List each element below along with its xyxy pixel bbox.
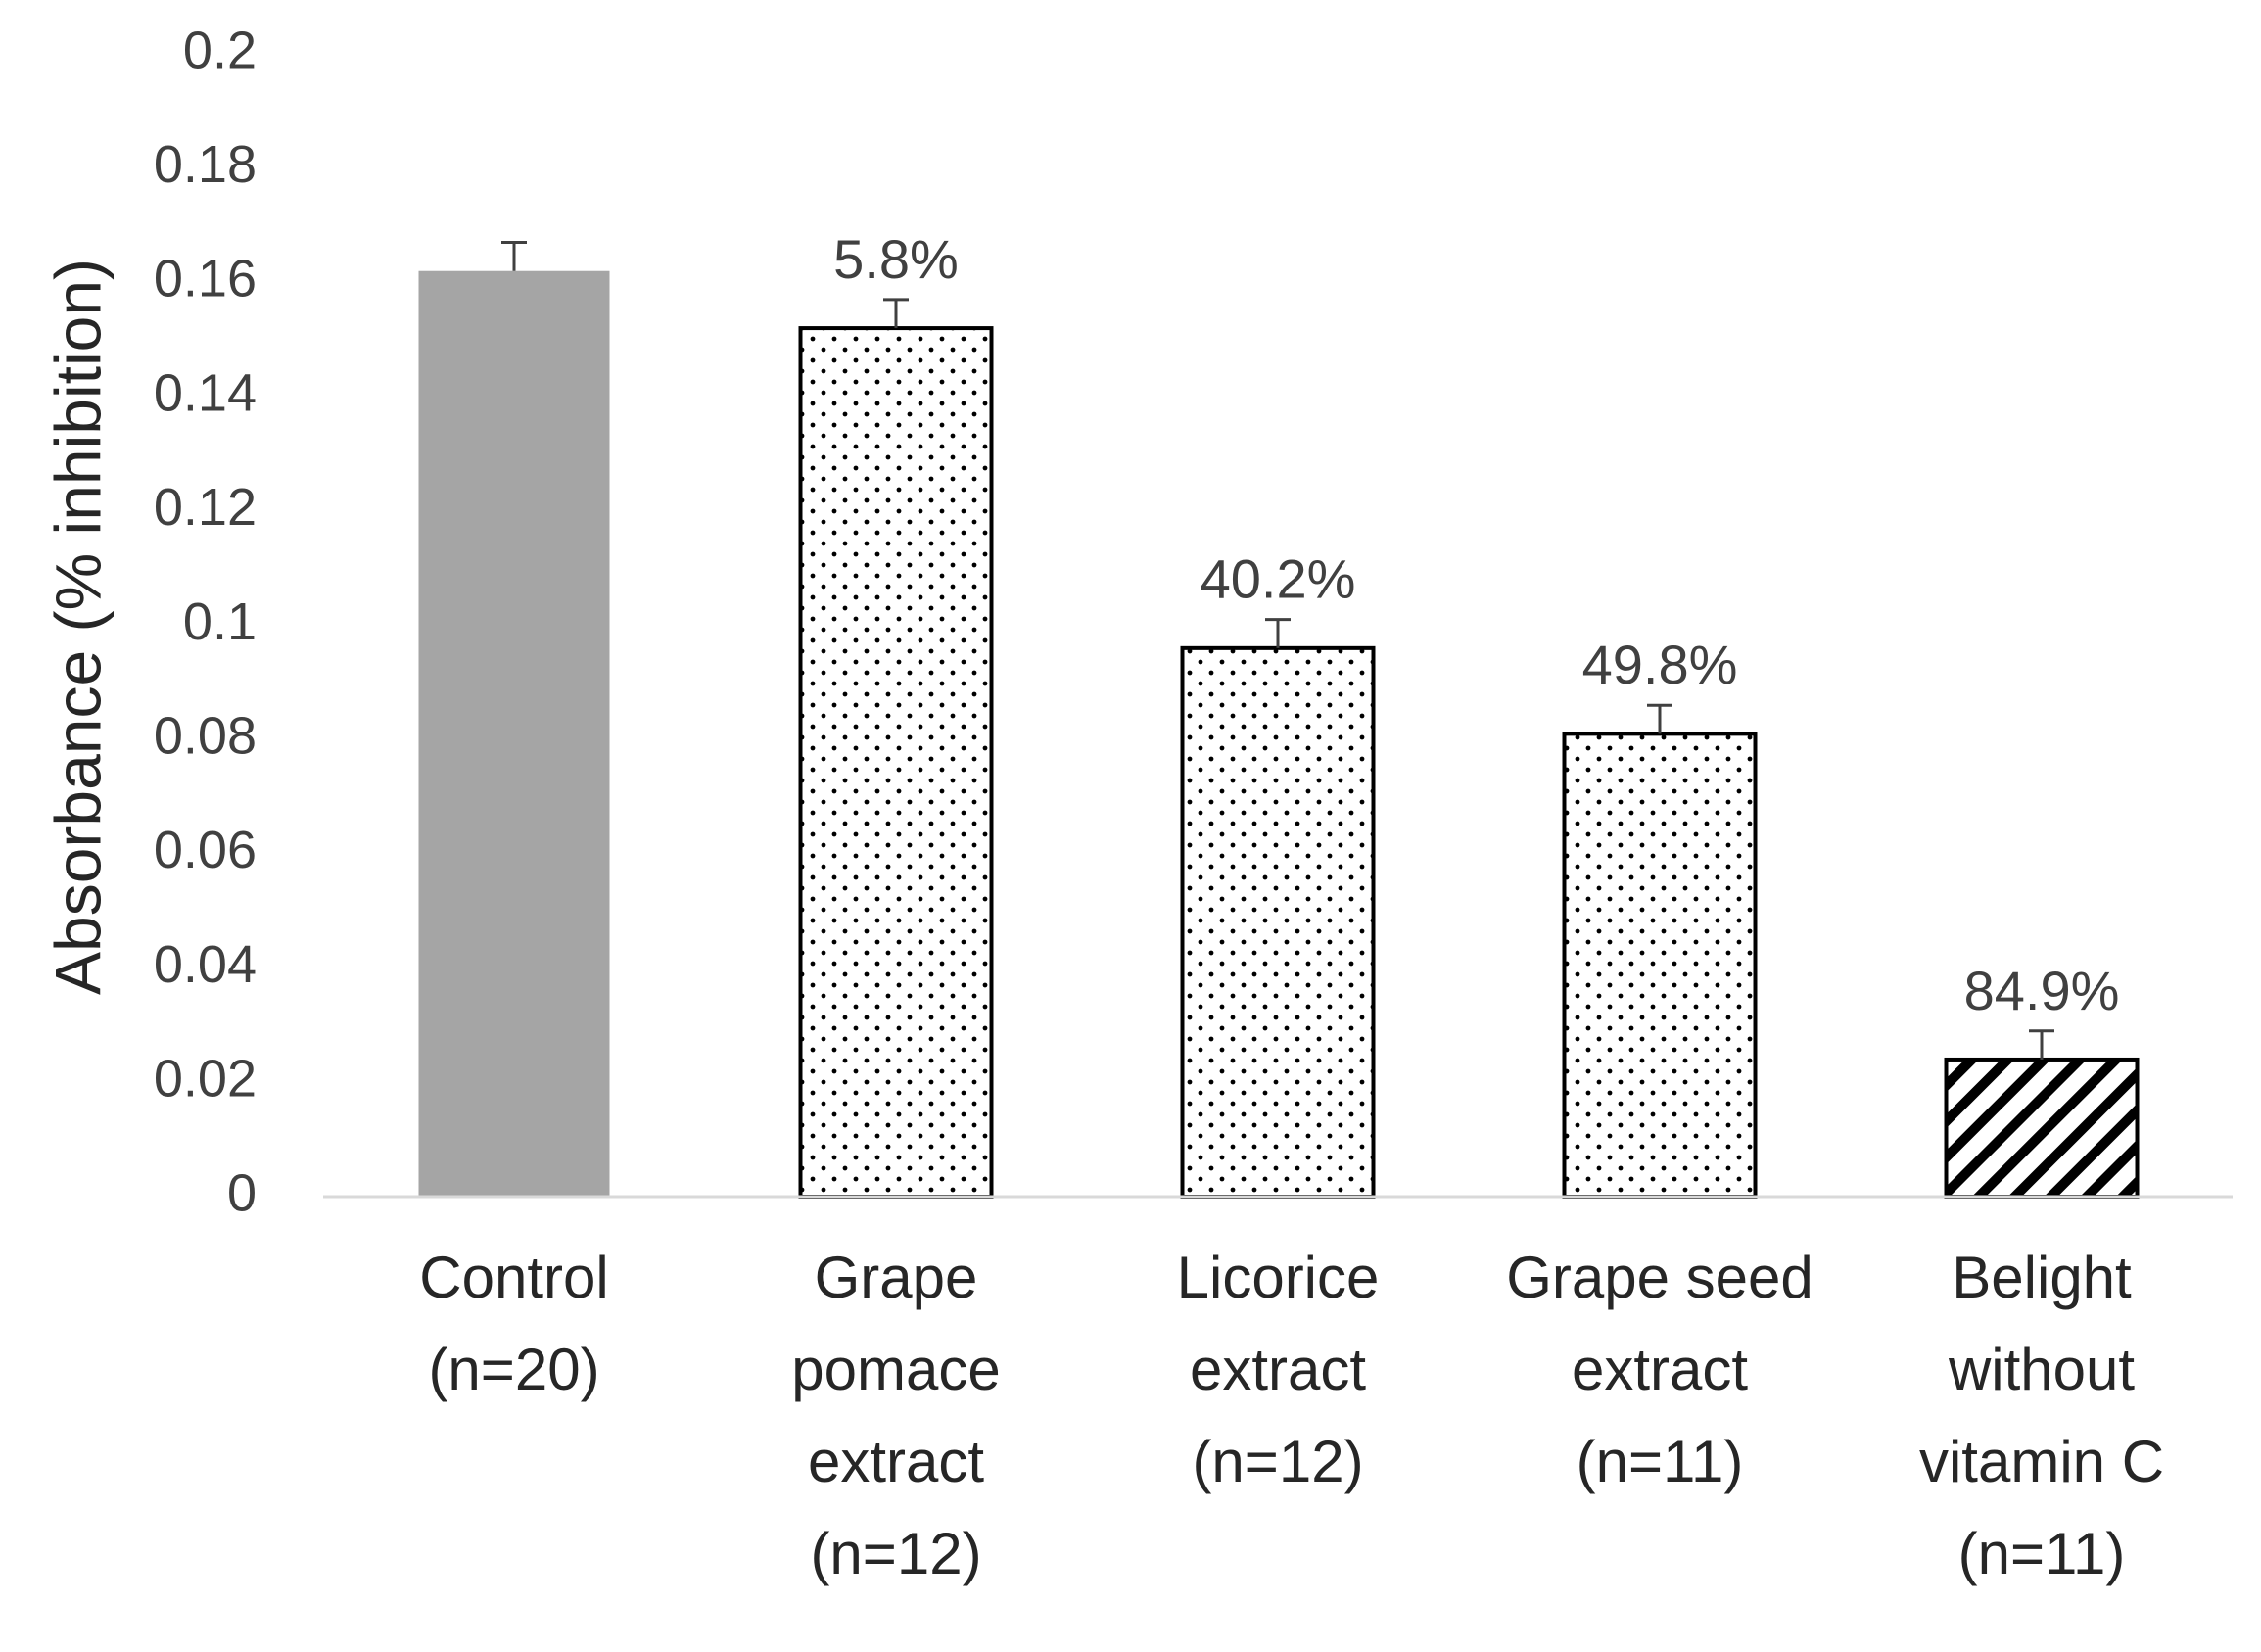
x-tick-label: Belight xyxy=(1952,1245,2132,1310)
y-tick-label: 0.08 xyxy=(154,706,257,765)
x-tick-label: Grape xyxy=(815,1245,978,1310)
x-tick-label: (n=12) xyxy=(1192,1429,1363,1494)
x-tick-label: (n=11) xyxy=(1577,1429,1744,1494)
y-axis: 0 0.02 0.04 0.06 0.08 0.1 0.12 0.14 0.16 0.18 0.2 xyxy=(154,21,257,1222)
x-tick-label: Grape seed xyxy=(1506,1245,1814,1310)
bars: 5.8% 40.2% 49.8% 84.9% xyxy=(418,228,2140,1199)
data-label: 49.8% xyxy=(1582,634,1738,695)
y-tick-label: 0.04 xyxy=(154,935,257,994)
x-tick-label: Licorice xyxy=(1177,1245,1380,1310)
x-axis: Control (n=20) Grape pomace extract (n=12) Lic… xyxy=(323,1195,2233,1586)
data-label: 5.8% xyxy=(833,228,959,290)
bar xyxy=(418,270,610,1198)
x-tick-label: (n=12) xyxy=(810,1521,981,1586)
data-label: 40.2% xyxy=(1201,548,1356,610)
x-tick-label: (n=11) xyxy=(1958,1521,2126,1586)
x-tick-label: pomace xyxy=(791,1337,1000,1402)
x-tick-label: (n=20) xyxy=(428,1337,599,1402)
y-tick-label: 0.06 xyxy=(154,821,257,879)
y-tick-label: 0.14 xyxy=(154,363,257,422)
x-tick-label: Control xyxy=(419,1245,608,1310)
y-axis-label: Absorbance (% inhibition) xyxy=(41,259,114,995)
y-tick-label: 0.02 xyxy=(154,1050,257,1109)
x-tick-label: extract xyxy=(1190,1337,1366,1402)
data-label: 84.9% xyxy=(1964,960,2120,1021)
y-tick-label: 0.18 xyxy=(154,135,257,194)
y-tick-label: 0.16 xyxy=(154,250,257,308)
bar xyxy=(1944,1057,2140,1199)
x-tick-label: extract xyxy=(1572,1337,1748,1402)
bar xyxy=(1562,732,1758,1199)
bar xyxy=(798,326,994,1199)
x-tick-label: extract xyxy=(808,1429,984,1494)
y-tick-label: 0.2 xyxy=(183,21,257,79)
y-tick-label: 0 xyxy=(227,1163,257,1222)
x-tick-label: without xyxy=(1948,1337,2135,1402)
bar xyxy=(1180,645,1376,1199)
x-tick-label: vitamin C xyxy=(1919,1429,2164,1494)
y-tick-label: 0.1 xyxy=(183,592,257,651)
y-tick-label: 0.12 xyxy=(154,478,257,537)
